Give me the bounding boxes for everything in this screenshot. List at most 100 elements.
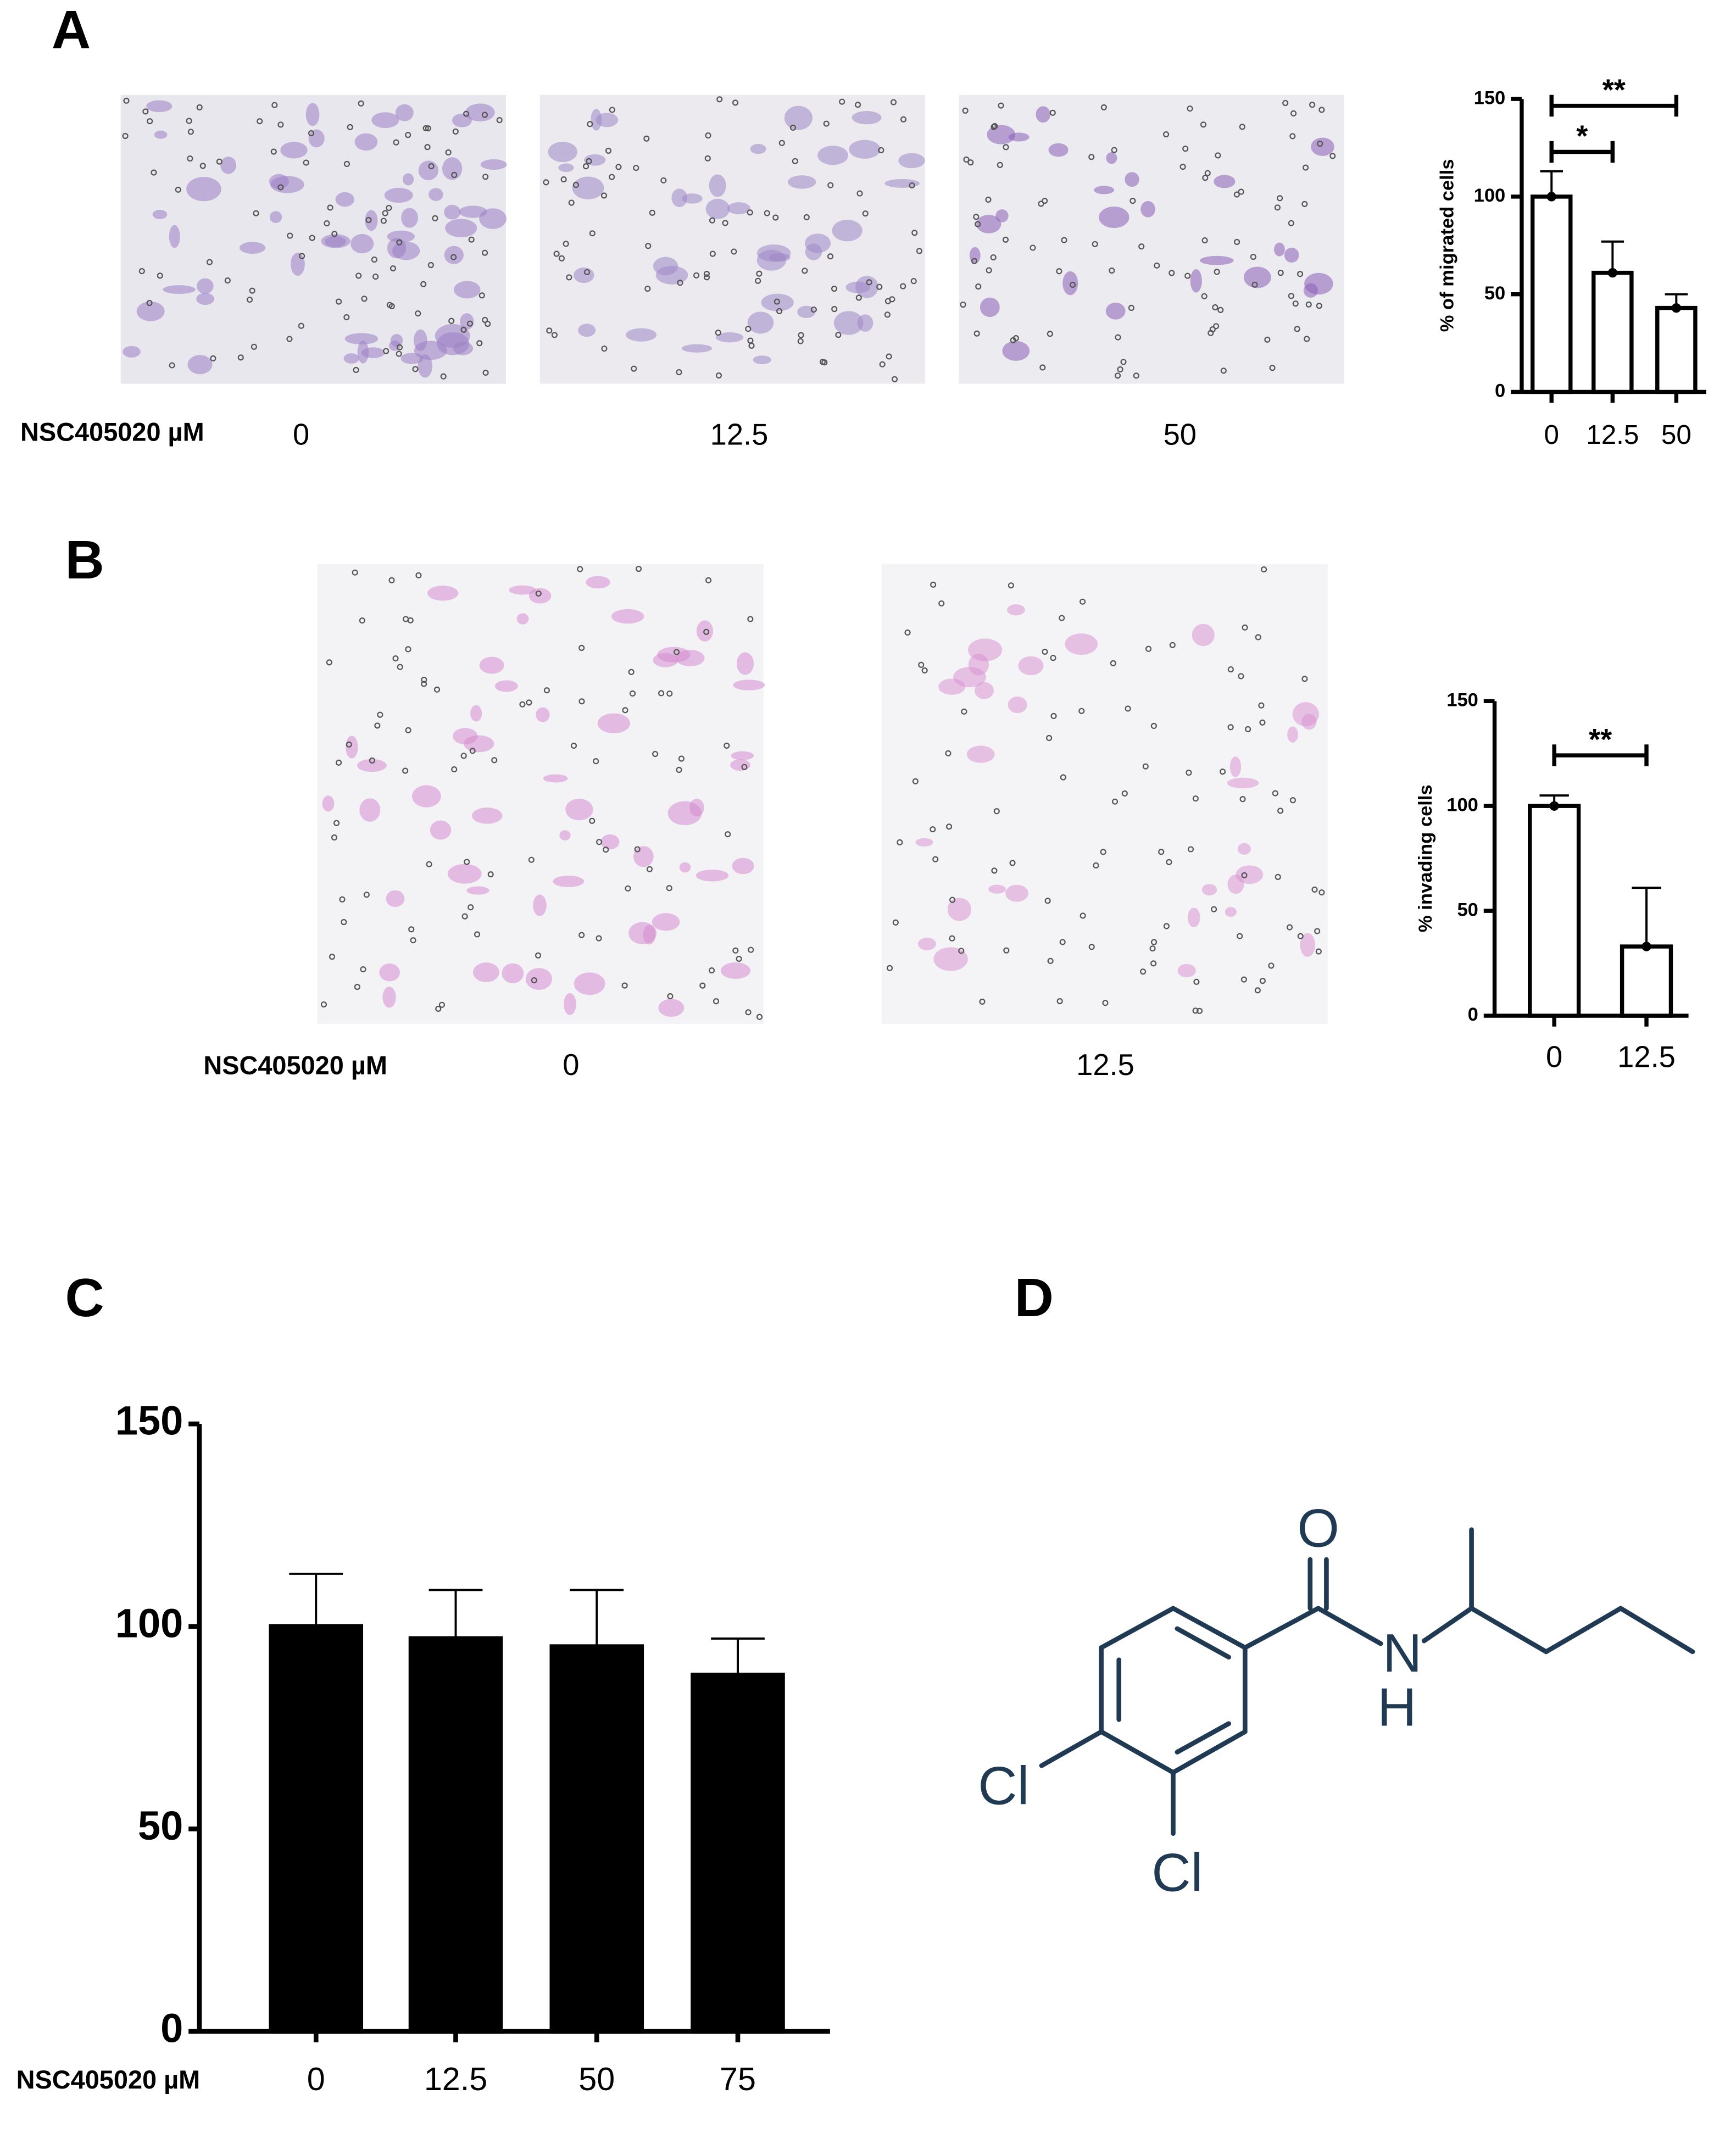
pore bbox=[1163, 923, 1170, 929]
row-label: NSC405020 µM bbox=[20, 417, 204, 446]
cell bbox=[169, 225, 180, 248]
cell bbox=[430, 820, 452, 840]
pore bbox=[677, 280, 683, 286]
cell bbox=[350, 234, 374, 254]
pore bbox=[886, 353, 892, 360]
pore bbox=[1311, 886, 1318, 893]
pore bbox=[371, 257, 377, 263]
pore bbox=[1240, 976, 1247, 983]
atom-label: Cl bbox=[978, 1756, 1029, 1816]
pore bbox=[1227, 724, 1234, 731]
cell bbox=[240, 242, 266, 254]
micrograph bbox=[881, 564, 1328, 1024]
cell bbox=[1225, 907, 1237, 917]
pore bbox=[1060, 774, 1066, 781]
pore bbox=[363, 892, 370, 898]
pore bbox=[298, 322, 304, 329]
pore bbox=[930, 826, 936, 833]
cell bbox=[558, 163, 574, 172]
pore bbox=[1129, 198, 1136, 204]
pore bbox=[287, 232, 293, 239]
cell bbox=[696, 620, 714, 642]
pore bbox=[635, 565, 642, 572]
pore bbox=[990, 254, 997, 261]
x-tick-label: 75 bbox=[720, 2061, 756, 2097]
pore bbox=[408, 926, 415, 933]
pore bbox=[649, 209, 655, 216]
pore bbox=[797, 338, 804, 344]
pore bbox=[390, 265, 397, 272]
pore bbox=[463, 110, 470, 117]
pore bbox=[705, 132, 711, 139]
pore bbox=[377, 711, 383, 718]
pore bbox=[1290, 110, 1297, 116]
pore bbox=[142, 108, 149, 115]
pore bbox=[1317, 140, 1323, 147]
pore bbox=[967, 159, 974, 166]
pore bbox=[396, 350, 402, 357]
pore bbox=[426, 861, 432, 867]
cell bbox=[736, 652, 754, 675]
pore bbox=[445, 149, 452, 155]
cell bbox=[596, 113, 619, 127]
cell bbox=[418, 354, 433, 378]
pore bbox=[320, 1001, 327, 1008]
cell bbox=[695, 870, 729, 882]
pore bbox=[839, 98, 845, 105]
pore bbox=[772, 214, 779, 221]
pore bbox=[435, 1005, 442, 1012]
pore bbox=[425, 125, 431, 132]
pore bbox=[634, 846, 641, 853]
pore bbox=[1150, 939, 1158, 945]
pore bbox=[380, 218, 387, 224]
pore bbox=[621, 982, 628, 989]
pore bbox=[715, 330, 721, 336]
error-bar bbox=[711, 1637, 765, 1675]
cell bbox=[804, 233, 831, 253]
cell bbox=[447, 864, 482, 884]
pore bbox=[546, 327, 553, 334]
data-point bbox=[1642, 942, 1651, 951]
cell bbox=[479, 656, 504, 674]
pore bbox=[747, 209, 753, 216]
cell bbox=[679, 862, 691, 873]
pore bbox=[460, 326, 467, 333]
pore bbox=[388, 577, 395, 583]
pore bbox=[1080, 912, 1086, 919]
pore bbox=[1059, 939, 1066, 945]
cell bbox=[915, 838, 933, 847]
significance-label: * bbox=[1576, 119, 1588, 153]
bar bbox=[1592, 270, 1634, 394]
pore bbox=[1042, 648, 1048, 655]
bar-chart: 0 50 100 150 0 12.5 50 75 NSC405020 µM bbox=[16, 1398, 830, 2097]
pore bbox=[566, 274, 572, 281]
pore bbox=[1277, 808, 1284, 814]
cell bbox=[976, 215, 1001, 233]
x-tick-label: 12.5 bbox=[424, 2061, 487, 2097]
pore bbox=[335, 759, 342, 766]
cell bbox=[573, 267, 594, 283]
pore bbox=[1234, 238, 1240, 245]
micrograph bbox=[959, 94, 1344, 384]
pore bbox=[543, 687, 550, 694]
pore bbox=[900, 283, 906, 289]
pore bbox=[481, 112, 488, 118]
pore bbox=[331, 834, 338, 841]
cell bbox=[343, 353, 359, 364]
pore bbox=[451, 171, 458, 179]
cell bbox=[146, 100, 173, 113]
cell bbox=[1140, 201, 1155, 218]
pore bbox=[383, 348, 390, 354]
dose-label: 12.5 bbox=[710, 417, 769, 451]
cell bbox=[845, 281, 871, 293]
pore bbox=[892, 919, 899, 926]
pore bbox=[823, 120, 830, 127]
cell bbox=[769, 253, 791, 262]
cell bbox=[788, 175, 816, 189]
cell bbox=[884, 179, 920, 188]
pore bbox=[975, 221, 981, 227]
pore bbox=[1215, 152, 1221, 159]
cell bbox=[709, 174, 726, 197]
pore bbox=[932, 856, 939, 862]
pore bbox=[210, 355, 216, 361]
